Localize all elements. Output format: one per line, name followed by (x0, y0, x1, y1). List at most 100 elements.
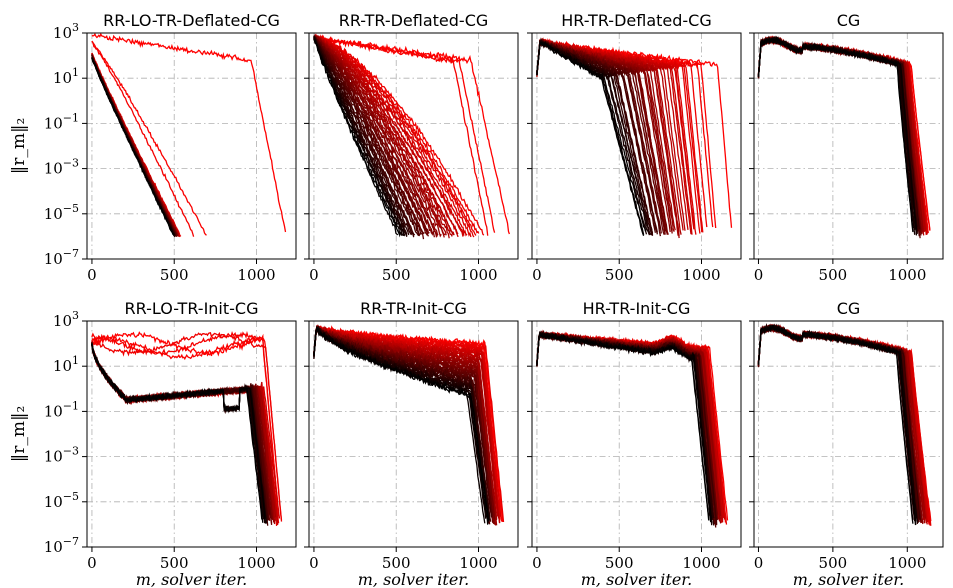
residual-curve (536, 333, 714, 519)
residual-curve (536, 333, 716, 525)
residual-curve (757, 323, 919, 523)
residual-curve (757, 37, 918, 231)
residual-curve (91, 340, 279, 522)
curves (536, 37, 733, 239)
residual-curve (313, 35, 465, 236)
residual-curve (313, 36, 453, 237)
panel-title: CG (837, 11, 861, 30)
residual-curve (91, 335, 283, 520)
residual-curve (757, 323, 923, 523)
residual-curve (91, 344, 278, 526)
residual-curve (313, 36, 408, 237)
panel-5: 0 500 1000 103 101 10−1 10−3 10−5 10−7 RR-LO-TR-I… (9, 299, 297, 588)
x-tick-label: 500 (605, 554, 634, 572)
residual-curve (757, 324, 921, 518)
panel-title: RR-TR-Deflated-CG (339, 11, 489, 30)
residual-curve (536, 332, 712, 523)
residual-curve (757, 324, 921, 520)
residual-curve (757, 37, 918, 234)
residual-curve (536, 330, 714, 519)
panel-1: 0 500 1000 103 101 10−1 10−3 10−5 10−7 RR-LO-TR-D… (9, 11, 297, 284)
x-tick-label: 0 (309, 554, 319, 572)
x-tick-label: 500 (382, 554, 411, 572)
x-tick-label: 1000 (237, 554, 275, 572)
x-tick-label: 0 (309, 266, 319, 284)
residual-curve (313, 37, 410, 236)
residual-curve (91, 341, 270, 519)
x-tick-label: 1000 (888, 554, 926, 572)
y-axis-label: ‖r_m‖₂ (9, 118, 29, 175)
residual-curve (91, 33, 287, 233)
residual-curve (757, 325, 917, 516)
residual-curve (91, 342, 279, 526)
residual-curve (757, 35, 918, 236)
residual-curve (757, 322, 917, 526)
x-tick-label: 500 (819, 266, 848, 284)
residual-curve (313, 35, 475, 238)
x-axis-label: m, solver iter. (793, 570, 905, 588)
residual-curve (757, 37, 916, 235)
residual-curve (91, 343, 275, 519)
y-tick-label: 101 (53, 354, 79, 375)
residual-curve (757, 36, 918, 230)
x-tick-label: 0 (754, 266, 764, 284)
y-tick-label: 10−1 (44, 111, 79, 132)
residual-curve (536, 332, 710, 521)
residual-curve (91, 342, 267, 524)
residual-curve (536, 330, 710, 516)
residual-curve (91, 342, 270, 521)
residual-curve (757, 325, 916, 521)
x-tick-label: 500 (160, 266, 189, 284)
residual-curve (757, 36, 919, 230)
residual-curve (91, 344, 277, 518)
residual-curve (757, 325, 917, 522)
x-tick-label: 500 (819, 554, 848, 572)
residual-curve (91, 344, 273, 520)
residual-curve (91, 345, 268, 519)
curves (536, 329, 729, 528)
residual-curve (757, 324, 916, 522)
residual-curve (757, 323, 914, 524)
axes-frame (86, 320, 297, 548)
residual-curve (91, 345, 269, 521)
residual-curve (91, 344, 269, 519)
axes-frame (86, 32, 297, 260)
residual-curve (757, 37, 916, 230)
residual-curve (91, 343, 272, 518)
residual-curve (91, 342, 272, 518)
y-tick-label: 10−1 (44, 399, 79, 420)
y-tick-label: 10−5 (44, 202, 79, 223)
residual-curve (313, 35, 423, 235)
residual-curve (757, 323, 918, 518)
panel-title: CG (837, 299, 861, 318)
residual-curve (91, 344, 266, 517)
y-axis-label: ‖r_m‖₂ (9, 406, 29, 463)
panel-title: RR-LO-TR-Deflated-CG (103, 11, 280, 30)
residual-curve (91, 342, 269, 526)
residual-curve (91, 345, 265, 520)
residual-curve (91, 343, 279, 524)
y-tick-label: 10−5 (44, 490, 79, 511)
residual-curve (757, 37, 921, 228)
residual-curve (91, 344, 275, 523)
curves (91, 330, 283, 526)
residual-curve (91, 343, 265, 517)
x-tick-label: 0 (532, 554, 542, 572)
residual-curve (91, 343, 267, 524)
residual-curve (91, 342, 272, 518)
residual-curve (757, 36, 921, 239)
residual-curve (536, 331, 714, 521)
residual-curve (757, 325, 921, 520)
axes-frame (308, 320, 519, 548)
residual-curve (313, 38, 401, 236)
axes-frame (531, 320, 742, 548)
curves (313, 324, 505, 526)
residual-curve (313, 38, 438, 237)
curves (757, 322, 932, 526)
residual-curve (536, 331, 722, 524)
residual-curve (91, 344, 279, 525)
residual-curve (757, 324, 919, 525)
residual-curve (757, 37, 919, 228)
curves (91, 33, 287, 238)
residual-curve (536, 331, 713, 526)
